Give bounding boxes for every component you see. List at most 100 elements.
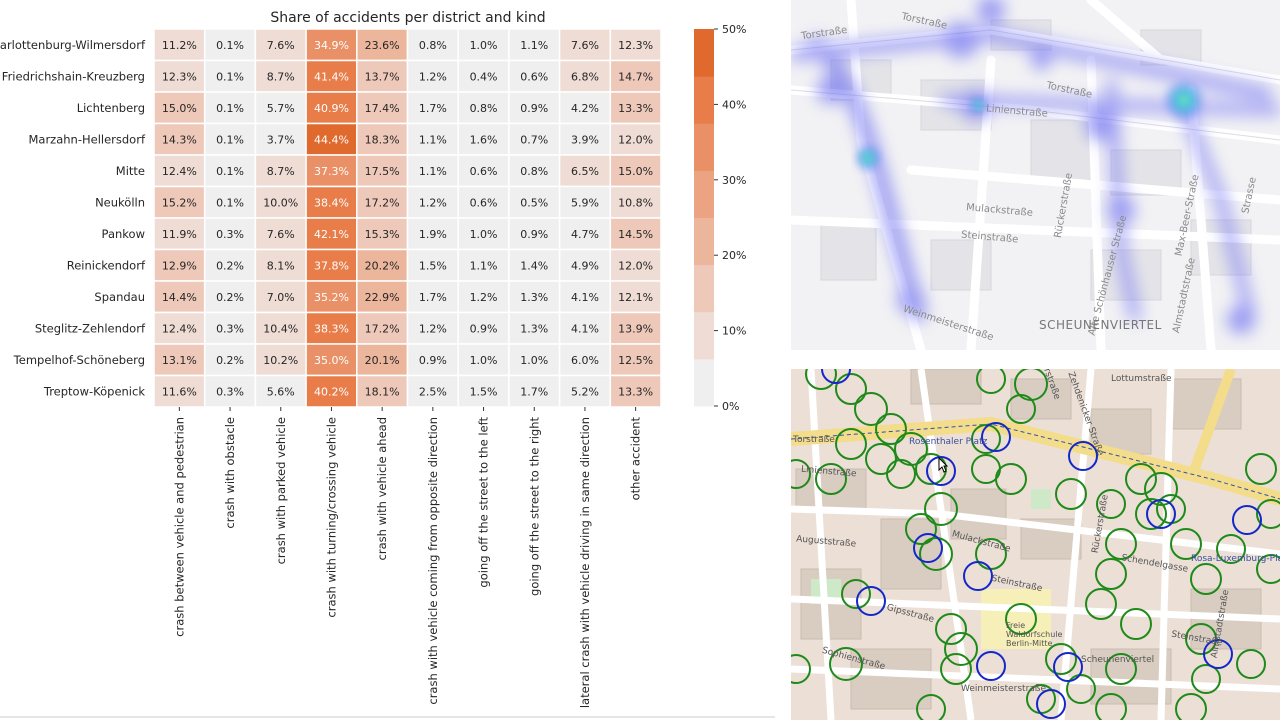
heatmap-cell [203, 59, 257, 93]
heatmap-panel: Share of accidents per district and kind… [0, 10, 775, 718]
cell-value-label: 0.2% [216, 354, 244, 367]
heatmap-cell [305, 185, 358, 219]
chart-title: Share of accidents per district and kind [270, 10, 545, 26]
accident-markers-map[interactable]: Torstraße Rosenthaler Platz Linienstraße… [791, 369, 1280, 720]
heatmap-cell [356, 154, 409, 188]
heatmap-cell [508, 154, 561, 188]
cell-value-label: 1.1% [470, 259, 498, 272]
heatmap-cell [356, 248, 409, 282]
heatmap-cell [508, 343, 561, 377]
heatmap-cell [508, 311, 561, 345]
cell-value-label: 4.1% [571, 291, 599, 304]
cell-value-label: 14.5% [618, 228, 653, 241]
heatmap-cell [558, 91, 612, 125]
mouse-cursor-icon [938, 457, 948, 473]
cell-value-label: 15.0% [618, 165, 653, 178]
map-bottom-street-label: Lottumstraße [1111, 374, 1172, 384]
column-label: crash with turning/crossing vehicle [324, 417, 338, 618]
cell-value-label: 0.1% [216, 70, 244, 83]
cell-value-label: 5.7% [267, 102, 295, 115]
cell-value-label: 41.4% [314, 70, 349, 83]
cell-value-label: 12.0% [618, 259, 653, 272]
row-label: Spandau [94, 290, 145, 304]
map-bottom-place-label: Rosenthaler Platz [909, 437, 988, 447]
heatmap-cell [406, 185, 459, 219]
heatmap-cell [254, 248, 307, 282]
column-label: crash with vehicle ahead [375, 417, 389, 560]
cell-value-label: 0.4% [470, 70, 498, 83]
density-map-canvas [791, 0, 1280, 350]
row-label: Steglitz-Zehlendorf [35, 321, 146, 335]
colorbar-bin [694, 217, 714, 266]
heatmap-cell [609, 311, 662, 345]
cell-value-label: 0.2% [216, 291, 244, 304]
colorbar-tick-label: 0% [722, 400, 739, 413]
cell-value-label: 1.6% [470, 133, 498, 146]
cell-value-label: 1.0% [470, 354, 498, 367]
heatmap-cell [609, 91, 662, 125]
heatmap-cell [609, 59, 662, 93]
cell-value-label: 37.3% [314, 165, 349, 178]
cell-value-label: 35.2% [314, 291, 349, 304]
cell-value-label: 13.7% [365, 70, 400, 83]
heatmap-cell [558, 280, 612, 314]
cell-value-label: 4.2% [571, 102, 599, 115]
cell-value-label: 12.4% [162, 322, 197, 335]
column-label: crash with vehicle coming from opposite … [426, 417, 440, 705]
cell-value-label: 1.2% [470, 291, 498, 304]
cell-value-label: 2.5% [419, 385, 447, 398]
cell-value-label: 6.8% [571, 70, 599, 83]
column-labels: crash between vehicle and pedestrian cras… [172, 407, 643, 708]
heatmap-cell [356, 280, 409, 314]
heatmap-cell [406, 374, 459, 408]
cell-value-label: 4.9% [571, 259, 599, 272]
column-label: other accident [629, 417, 643, 501]
cell-value-label: 15.2% [162, 196, 197, 209]
cell-value-label: 10.0% [263, 196, 298, 209]
density-heatmap-map[interactable]: Torstraße Torstraße Torstraße Linienstra… [791, 0, 1280, 350]
cell-value-label: 0.6% [470, 196, 498, 209]
heatmap-cell [356, 185, 409, 219]
cell-value-label: 11.6% [162, 385, 197, 398]
heatmap-cell [406, 28, 459, 62]
row-labels: Charlottenburg-Wilmersdorf Friedrichshain… [0, 38, 146, 399]
heatmap-cells: 11.2% 0.1% 7.6% 34.9% 23.6% 0.8% 1.0% 1.1% 7.6% 1… [153, 28, 662, 408]
cell-value-label: 8.1% [267, 259, 295, 272]
cell-value-label: 13.3% [618, 385, 653, 398]
cell-value-label: 1.5% [470, 385, 498, 398]
heatmap-cell [508, 217, 561, 251]
heatmap-cell [558, 185, 612, 219]
cell-value-label: 5.9% [571, 196, 599, 209]
cell-value-label: 1.9% [419, 228, 447, 241]
cell-value-label: 0.5% [520, 196, 548, 209]
colorbar: 0% 10% 20% 30% 40% 50% [694, 23, 746, 413]
column-label: crash with obstacle [223, 417, 237, 529]
heatmap-cell [406, 154, 459, 188]
cell-value-label: 1.7% [419, 102, 447, 115]
cell-value-label: 1.7% [520, 385, 548, 398]
cell-value-label: 0.9% [520, 102, 548, 115]
cell-value-label: 20.2% [365, 259, 400, 272]
cell-value-label: 35.0% [314, 354, 349, 367]
row-label: Tempelhof-Schöneberg [13, 353, 145, 367]
cell-value-label: 8.7% [267, 70, 295, 83]
cell-value-label: 1.1% [419, 133, 447, 146]
map-top-district-label: SCHEUNENVIERTEL [1039, 318, 1162, 332]
heatmap-cell [457, 59, 510, 93]
heatmap-cell [203, 91, 257, 125]
cell-value-label: 0.8% [470, 102, 498, 115]
heatmap-cell [305, 248, 358, 282]
cell-value-label: 14.7% [618, 70, 653, 83]
heatmap-cell [457, 248, 510, 282]
colorbar-bin [694, 123, 714, 171]
cell-value-label: 12.4% [162, 165, 197, 178]
cell-value-label: 1.0% [520, 354, 548, 367]
cell-value-label: 10.2% [263, 354, 298, 367]
heatmap-cell [254, 343, 307, 377]
heatmap-cell [203, 154, 257, 188]
heatmap-cell [203, 343, 257, 377]
colorbar-bin [694, 76, 714, 124]
cell-value-label: 0.2% [216, 259, 244, 272]
heatmap-cell [609, 374, 662, 408]
cell-value-label: 7.6% [267, 228, 295, 241]
